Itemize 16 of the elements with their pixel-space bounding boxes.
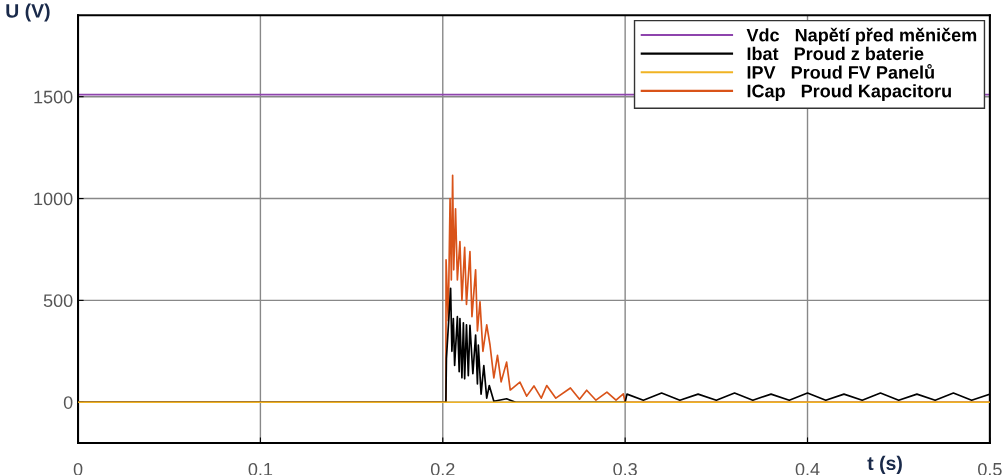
y-tick-label: 0 xyxy=(63,396,73,409)
legend-label: IPV Proud FV Panelů xyxy=(747,64,934,79)
x-tick-label: 0.5 xyxy=(978,462,1002,475)
x-axis-title: t (s) xyxy=(867,455,902,474)
legend-label: Vdc Napětí před měničem xyxy=(746,27,977,46)
x-tick-label: 0.4 xyxy=(795,462,820,475)
x-tick-label: 0.3 xyxy=(613,462,637,475)
x-tick-label: 0.1 xyxy=(248,462,273,475)
legend-label: Ibat Proud z baterie xyxy=(747,46,924,61)
y-tick-label: 500 xyxy=(43,294,73,308)
legend-label: ICap Proud Kapacitoru xyxy=(747,84,951,101)
y-axis-title: U (V) xyxy=(6,3,50,22)
y-tick-label: 1500 xyxy=(34,90,73,104)
x-tick-label: 0 xyxy=(73,462,83,475)
y-tick-label: 1000 xyxy=(34,192,73,206)
x-tick-label: 0.2 xyxy=(430,462,455,475)
